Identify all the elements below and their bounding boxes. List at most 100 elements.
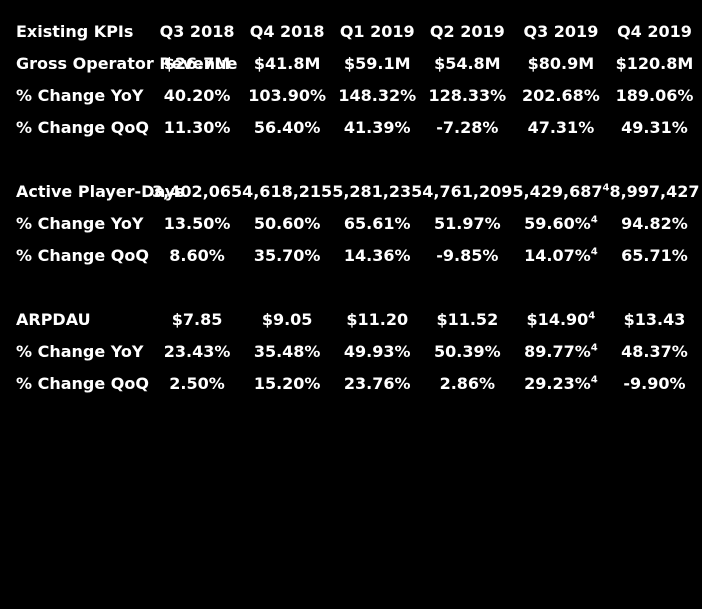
table-row: ARPDAU $7.85 $9.05 $11.20 $11.52 $14.904 $13.4… [16, 304, 700, 336]
value-cell: $80.9M [512, 48, 609, 80]
value-cell: 13.50% [152, 208, 242, 240]
table-title: Existing KPIs [16, 22, 134, 41]
value-cell: 8.60% [152, 240, 242, 272]
cell-value: $54.8M [434, 54, 501, 73]
value-cell: -7.28% [422, 112, 512, 144]
row-label: % Change YoY [16, 342, 144, 361]
cell-value: 8.60% [169, 246, 225, 265]
row-label: Gross Operator Revenue [16, 54, 238, 73]
cell-value: 35.48% [253, 342, 321, 361]
cell-value: 148.32% [338, 86, 417, 105]
value-cell: -9.90% [609, 368, 699, 400]
value-cell: 49.93% [332, 336, 422, 368]
cell-value: $13.43 [623, 310, 686, 329]
cell-value: -9.85% [436, 246, 499, 265]
cell-value: 47.31% [527, 118, 595, 137]
quarter-header: Q1 2019 [339, 22, 415, 41]
cell-value: 49.31% [621, 118, 688, 137]
cell-value: 5,281,235 [332, 182, 423, 201]
cell-value: 40.20% [163, 86, 231, 105]
value-cell: 35.70% [242, 240, 332, 272]
table-row: % Change YoY 23.43% 35.48% 49.93% 50.39% 89.7… [16, 336, 700, 368]
cell-value: 29.23% [524, 374, 591, 393]
footnote-marker: 4 [590, 246, 598, 258]
cell-value: $14.90 [526, 310, 589, 329]
value-cell: 5,429,6874 [512, 176, 609, 208]
cell-value: 50.39% [434, 342, 501, 361]
row-label-cell: % Change YoY [16, 208, 152, 240]
value-cell: $59.1M [332, 48, 422, 80]
cell-value: $7.85 [171, 310, 223, 329]
header-row: Existing KPIs Q3 2018 Q4 2018 Q1 2019 Q2… [16, 16, 700, 48]
row-label-cell: % Change YoY [16, 336, 152, 368]
row-label: % Change YoY [16, 214, 144, 233]
value-cell: 41.39% [332, 112, 422, 144]
row-label-cell: % Change YoY [16, 80, 152, 112]
cell-value: 35.70% [253, 246, 321, 265]
table-row: Active Player-Days 3,402,065 4,618,215 5,28… [16, 176, 700, 208]
value-cell: 4,761,209 [422, 176, 512, 208]
row-label: ARPDAU [16, 310, 91, 329]
cell-value: 8,997,427 [609, 182, 700, 201]
cell-value: 65.61% [343, 214, 411, 233]
value-cell: 148.32% [332, 80, 422, 112]
footnote-marker: 4 [602, 182, 610, 194]
section-spacer [16, 272, 700, 304]
cell-value: 13.50% [163, 214, 231, 233]
table-row: % Change QoQ 11.30% 56.40% 41.39% -7.28% 47.3… [16, 112, 700, 144]
value-cell: $11.20 [332, 304, 422, 336]
cell-value: 51.97% [434, 214, 501, 233]
section-spacer [16, 144, 700, 176]
quarter-header: Q2 2019 [429, 22, 505, 41]
row-label-cell: % Change QoQ [16, 368, 152, 400]
cell-value: $80.9M [527, 54, 595, 73]
row-label-cell: % Change QoQ [16, 240, 152, 272]
value-cell: 14.36% [332, 240, 422, 272]
value-cell: $14.904 [512, 304, 609, 336]
value-cell: 48.37% [609, 336, 699, 368]
row-label-cell: ARPDAU [16, 304, 152, 336]
value-cell: 2.50% [152, 368, 242, 400]
cell-value: 4,618,215 [242, 182, 333, 201]
quarter-header: Q3 2018 [159, 22, 235, 41]
footnote-marker: 4 [588, 310, 596, 322]
row-label-cell: Active Player-Days [16, 176, 185, 208]
footnote-marker: 4 [590, 214, 598, 226]
quarter-header: Q3 2019 [523, 22, 599, 41]
value-cell: $7.85 [152, 304, 242, 336]
cell-value: 2.50% [169, 374, 225, 393]
table-row: Gross Operator Revenue $26.7M $41.8M $59.1M… [16, 48, 700, 80]
cell-value: 23.76% [343, 374, 411, 393]
value-cell: 202.68% [512, 80, 609, 112]
value-cell: 51.97% [422, 208, 512, 240]
cell-value: 3,402,065 [152, 182, 243, 201]
value-cell: $9.05 [242, 304, 332, 336]
value-cell: 50.60% [242, 208, 332, 240]
cell-value: $11.20 [346, 310, 409, 329]
cell-value: 202.68% [522, 86, 600, 105]
value-cell: 4,618,215 [242, 176, 332, 208]
cell-value: -9.90% [623, 374, 686, 393]
cell-value: 41.39% [343, 118, 411, 137]
row-label: Active Player-Days [16, 182, 185, 201]
table-row: % Change YoY 13.50% 50.60% 65.61% 51.97% 59.6… [16, 208, 700, 240]
value-cell: 2.86% [422, 368, 512, 400]
cell-value: 65.71% [621, 246, 688, 265]
cell-value: 94.82% [621, 214, 688, 233]
row-label: % Change QoQ [16, 118, 149, 137]
cell-value: 15.20% [253, 374, 321, 393]
row-label: % Change QoQ [16, 374, 149, 393]
table-row: % Change QoQ 2.50% 15.20% 23.76% 2.86% 29.23%… [16, 368, 700, 400]
cell-value: 14.07% [524, 246, 591, 265]
value-cell: 23.43% [152, 336, 242, 368]
row-label-cell: Gross Operator Revenue [16, 48, 238, 80]
cell-value: $11.52 [436, 310, 499, 329]
value-cell: $41.8M [242, 48, 332, 80]
row-label: % Change QoQ [16, 246, 149, 265]
cell-value: 2.86% [439, 374, 496, 393]
value-cell: 128.33% [422, 80, 512, 112]
cell-value: 128.33% [428, 86, 507, 105]
table-row: % Change QoQ 8.60% 35.70% 14.36% -9.85% 14.07… [16, 240, 700, 272]
value-cell: 89.77%4 [512, 336, 609, 368]
